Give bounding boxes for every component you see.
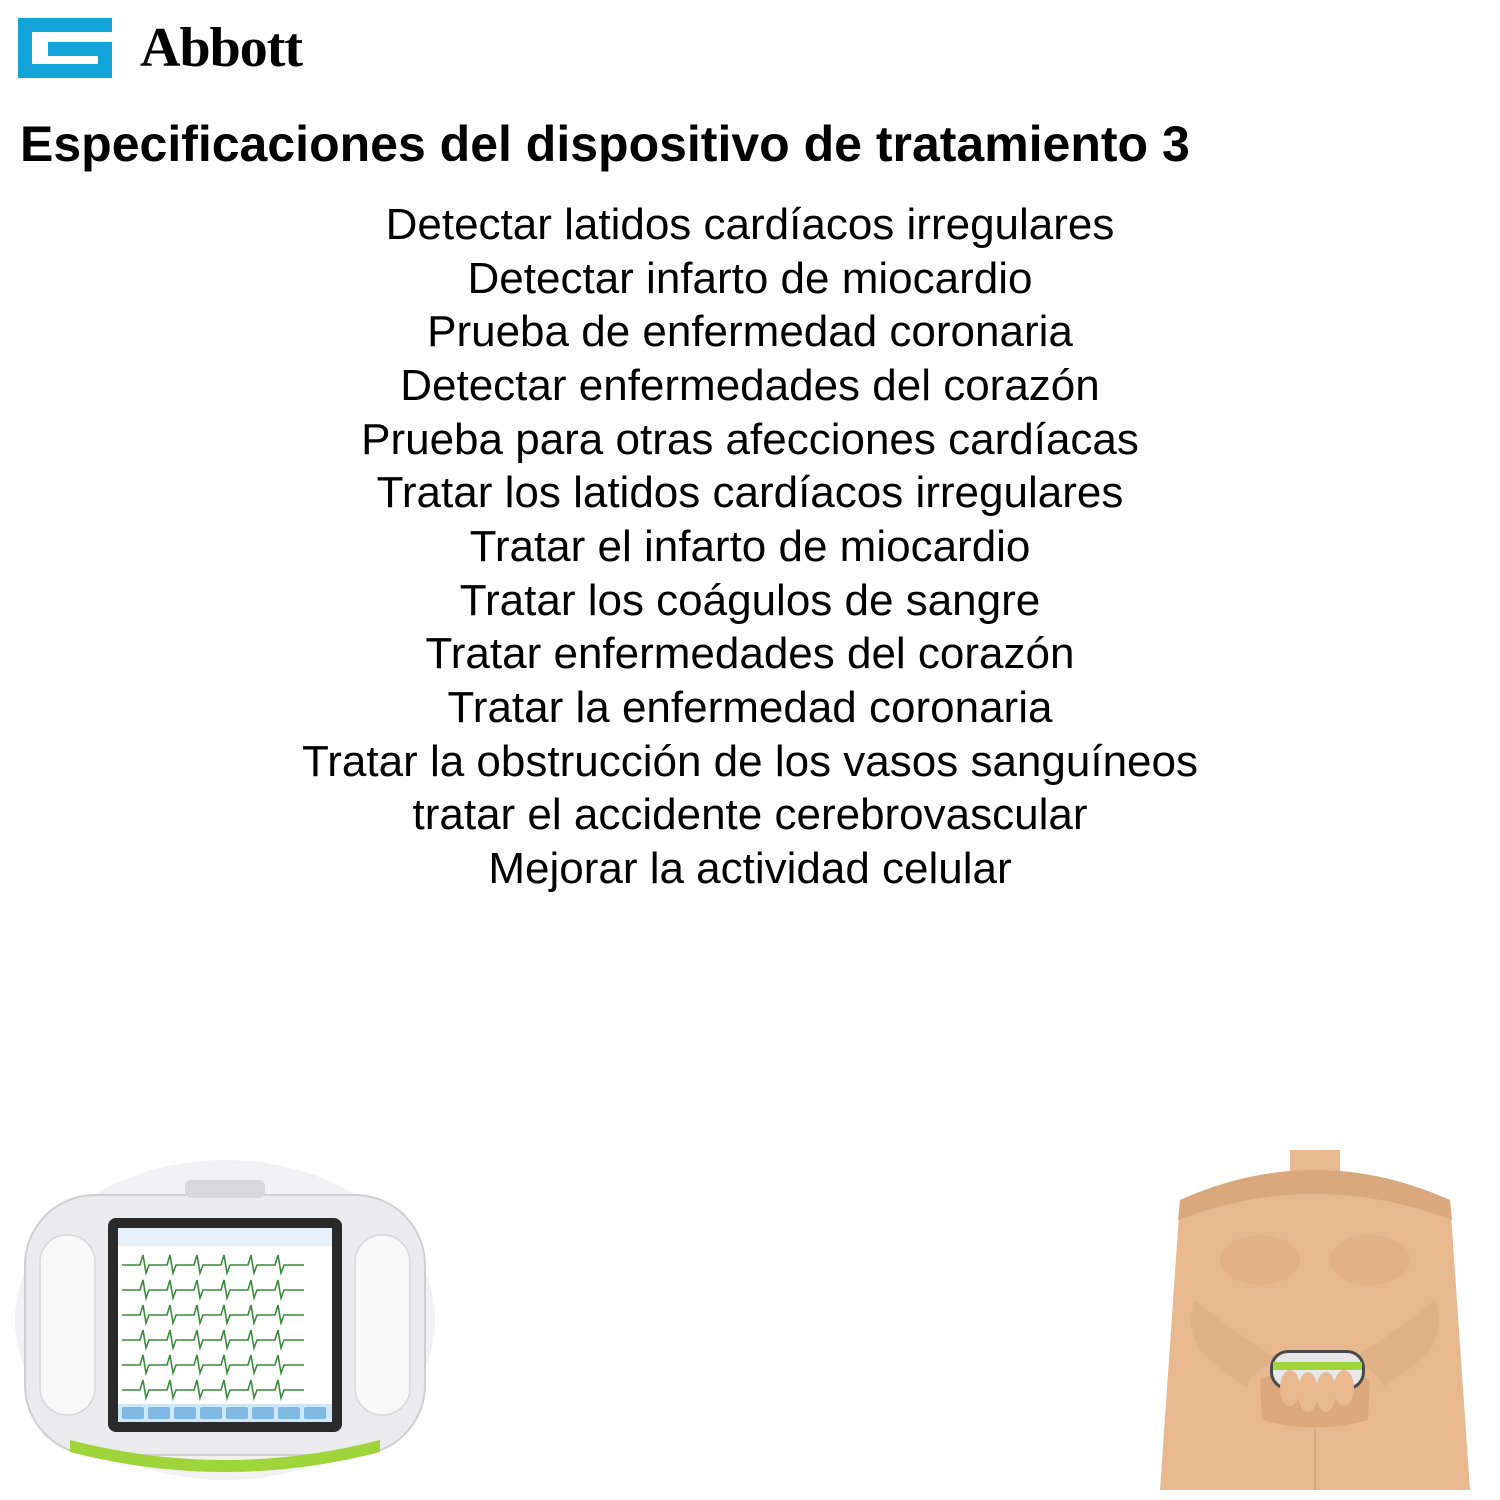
spec-item: Prueba para otras afecciones cardíacas — [20, 413, 1480, 467]
device-illustration — [10, 1140, 440, 1490]
spec-item: Tratar los coágulos de sangre — [20, 574, 1480, 628]
spec-item: Tratar la enfermedad coronaria — [20, 681, 1480, 735]
spec-list: Detectar latidos cardíacos irregulares D… — [0, 198, 1500, 896]
spec-item: Tratar los latidos cardíacos irregulares — [20, 466, 1480, 520]
spec-item: Detectar enfermedades del corazón — [20, 359, 1480, 413]
spec-item: Tratar enfermedades del corazón — [20, 627, 1480, 681]
person-illustration — [1140, 1150, 1490, 1490]
brand-name: Abbott — [140, 16, 302, 80]
spec-item: Prueba de enfermedad coronaria — [20, 305, 1480, 359]
header: Abbott — [0, 0, 1500, 105]
spec-item: Tratar la obstrucción de los vasos sangu… — [20, 735, 1480, 789]
spec-item: Tratar el infarto de miocardio — [20, 520, 1480, 574]
spec-item: Mejorar la actividad celular — [20, 842, 1480, 896]
spec-item: tratar el accidente cerebrovascular — [20, 788, 1480, 842]
spec-item: Detectar latidos cardíacos irregulares — [20, 198, 1480, 252]
brand-logo-icon — [10, 10, 120, 85]
spec-item: Detectar infarto de miocardio — [20, 252, 1480, 306]
page-title: Especificaciones del dispositivo de trat… — [0, 105, 1500, 198]
